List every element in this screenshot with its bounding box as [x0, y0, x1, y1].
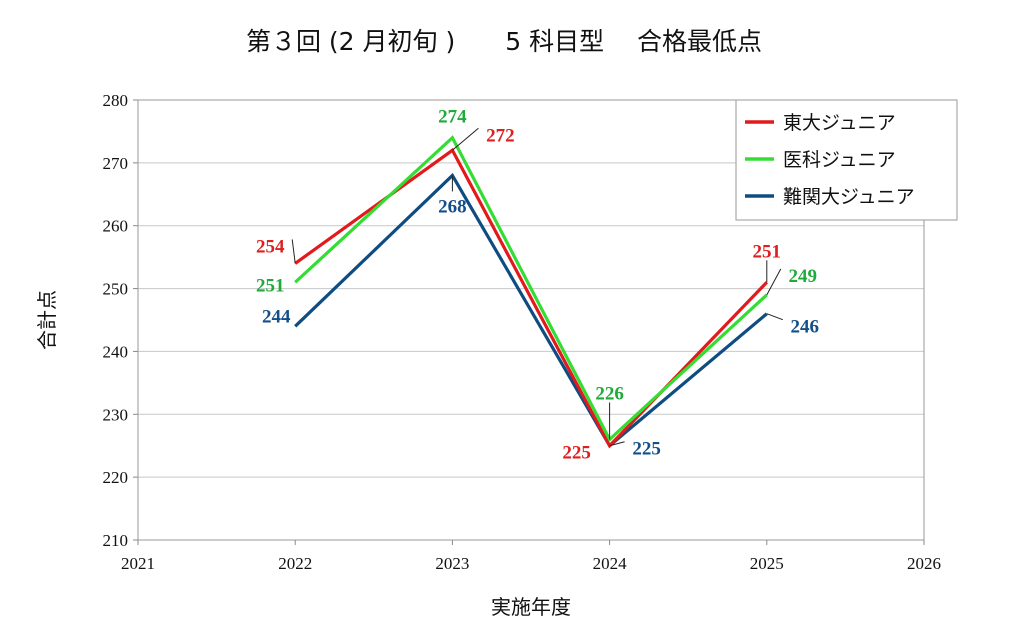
label-leader-lines: [291, 127, 783, 447]
legend-label-3: 難関大ジュニア: [783, 186, 915, 208]
y-tick-label: 230: [103, 405, 129, 424]
data-label-1-2: 272: [486, 125, 515, 146]
series-line-1: [294, 147, 768, 449]
x-tick-label: 2024: [593, 554, 628, 573]
x-tick-label: 2025: [750, 554, 784, 573]
data-label-2-1: 251: [256, 275, 285, 296]
data-label-3-2: 268: [438, 196, 467, 217]
y-tick-label: 270: [103, 154, 129, 173]
y-tick-label: 210: [103, 531, 129, 550]
data-label-3-3: 225: [632, 439, 661, 460]
axes: [133, 99, 925, 545]
y-tick-label: 250: [103, 280, 129, 299]
data-labels: 254 272 225 251 251 274 226 249 244 268 225 246: [256, 107, 819, 464]
y-tick-label: 240: [103, 342, 129, 361]
chart-title: 第３回 (2 月初旬 ) 5 科目型 合格最低点: [246, 27, 762, 56]
series-line-2: [294, 135, 768, 443]
y-tick-labels: 210 220 230 240 250 260 270 280: [103, 91, 129, 550]
legend-label-1: 東大ジュニア: [783, 112, 896, 134]
data-label-2-2: 274: [438, 107, 467, 128]
y-tick-label: 280: [103, 91, 129, 110]
data-label-1-1: 254: [256, 236, 285, 257]
y-tick-label: 260: [103, 217, 129, 236]
y-axis-title: 合計点: [35, 290, 59, 350]
leader-line: [609, 441, 625, 447]
series-line-3: [294, 172, 768, 449]
x-axis-title: 実施年度: [491, 595, 571, 619]
data-label-1-3: 225: [562, 443, 591, 464]
leader-line: [452, 127, 479, 151]
legend-label-2: 医科ジュニア: [783, 149, 896, 171]
x-tick-label: 2021: [121, 554, 155, 573]
plot-area-border: [137, 99, 925, 541]
data-label-3-1: 244: [262, 306, 291, 327]
x-tick-label: 2022: [278, 554, 312, 573]
data-label-2-4: 249: [789, 266, 818, 287]
series-lines: [294, 135, 768, 449]
x-tick-label: 2023: [435, 554, 469, 573]
leader-line: [766, 313, 783, 321]
data-label-1-4: 251: [753, 241, 782, 262]
data-label-3-4: 246: [791, 317, 820, 338]
y-tick-label: 220: [103, 468, 129, 487]
x-tick-label: 2026: [907, 554, 941, 573]
leader-line: [291, 239, 296, 264]
data-label-2-3: 226: [595, 383, 624, 404]
leader-line: [766, 268, 782, 296]
x-tick-labels: 2021 2022 2023 2024 2025 2026: [121, 554, 941, 573]
